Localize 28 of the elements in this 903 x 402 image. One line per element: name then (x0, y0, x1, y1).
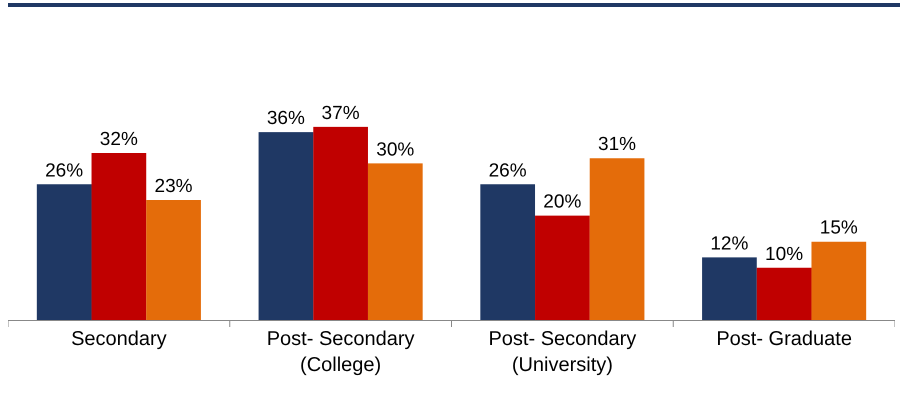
bar (92, 152, 146, 320)
data-label: 32% (100, 128, 138, 150)
data-label: 37% (322, 102, 360, 124)
bar (590, 158, 644, 320)
data-label: 26% (45, 160, 84, 182)
x-tick-label: Post- Graduate (716, 328, 852, 350)
bar (313, 126, 368, 320)
data-label: 15% (820, 218, 858, 239)
x-tick-label: Secondary (71, 328, 167, 350)
data-label: 20% (543, 192, 582, 213)
x-tick-label: Post- Secondary (University) (488, 328, 636, 376)
data-label: 30% (376, 139, 414, 160)
data-label: 31% (598, 134, 636, 156)
bar (368, 163, 423, 320)
bar (258, 132, 314, 320)
bar (756, 268, 812, 320)
bar (146, 200, 201, 320)
bar (535, 216, 590, 320)
x-tick-label: Post- Secondary (College) (266, 328, 415, 376)
bar (480, 184, 536, 320)
data-label: 36% (266, 108, 305, 130)
data-label: 23% (154, 176, 193, 197)
data-label: 26% (488, 160, 527, 182)
bar (36, 184, 92, 320)
data-label: 12% (710, 233, 748, 254)
bar (702, 257, 757, 320)
data-label: 10% (765, 244, 804, 265)
bar (811, 242, 866, 320)
